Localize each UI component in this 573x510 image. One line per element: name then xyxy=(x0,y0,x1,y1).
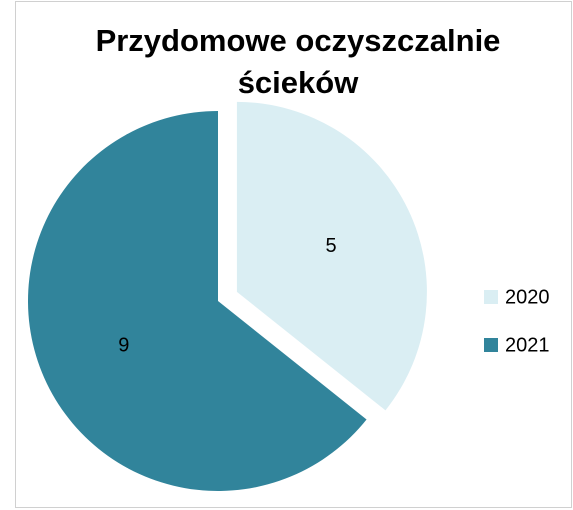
pie-slice xyxy=(27,111,367,492)
legend-swatch xyxy=(484,338,498,352)
data-label: 5 xyxy=(326,235,337,257)
legend-label: 2021 xyxy=(505,334,550,356)
chart-title: Przydomowe oczyszczalnie xyxy=(96,23,501,58)
chart-title: ścieków xyxy=(238,65,360,100)
legend-label: 2020 xyxy=(505,286,550,308)
data-label: 9 xyxy=(118,335,129,357)
pie-slice xyxy=(236,101,427,411)
legend-swatch xyxy=(484,290,498,304)
